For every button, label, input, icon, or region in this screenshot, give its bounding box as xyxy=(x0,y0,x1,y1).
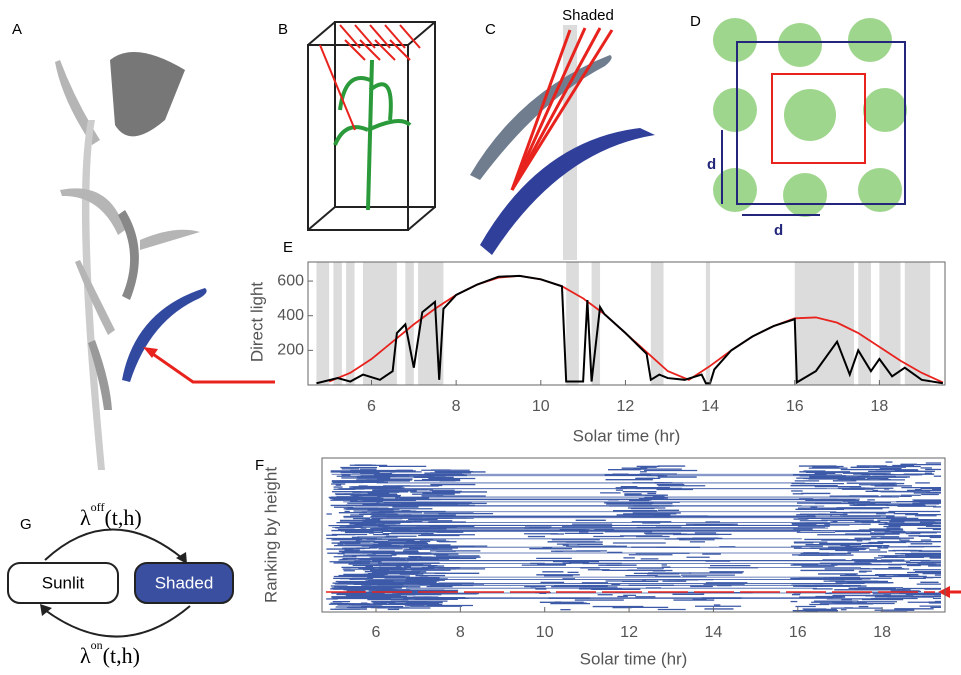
rate-label: λoff(t,h) xyxy=(80,500,142,530)
x-tick-label: 12 xyxy=(620,624,638,641)
x-tick-label: 8 xyxy=(452,398,461,415)
shade-band xyxy=(705,262,711,385)
panel-label: C xyxy=(485,21,496,38)
x-tick-label: 8 xyxy=(456,624,465,641)
shade-band xyxy=(346,262,355,385)
annotation: Shaded xyxy=(562,7,614,24)
arrow-head xyxy=(40,604,52,616)
x-tick-label: 6 xyxy=(372,624,381,641)
data-line xyxy=(316,274,944,385)
rate-label: λon(t,h) xyxy=(80,638,140,668)
panel-label: B xyxy=(278,21,288,38)
leaf-c-upper xyxy=(470,55,612,180)
y-axis-label: Ranking by height xyxy=(261,467,280,603)
x-tick-label: 16 xyxy=(786,398,804,415)
state-label: Sunlit xyxy=(42,573,85,592)
plant-b xyxy=(333,59,412,211)
x-tick-label: 6 xyxy=(367,398,376,415)
shade-band xyxy=(904,262,931,385)
x-tick-label: 14 xyxy=(705,624,723,641)
y-axis-label: Direct light xyxy=(247,282,266,363)
x-tick-label: 16 xyxy=(789,624,807,641)
x-tick-label: 10 xyxy=(532,398,550,415)
shade-band xyxy=(363,262,397,385)
leaf-c-lower xyxy=(480,128,655,255)
shade-band xyxy=(405,262,414,385)
rays-c xyxy=(510,27,614,191)
x-tick-label: 14 xyxy=(701,398,719,415)
raster xyxy=(326,461,941,613)
y-tick-label: 600 xyxy=(277,272,304,289)
panel-label: F xyxy=(255,457,264,474)
arrow-head xyxy=(938,586,950,598)
transition-arrow xyxy=(44,605,191,638)
x-tick-label: 18 xyxy=(870,398,888,415)
arrow-head xyxy=(143,347,158,358)
shade-band xyxy=(566,262,579,385)
plot-frame xyxy=(307,261,946,386)
x-tick-label: 18 xyxy=(873,624,891,641)
d-label: d xyxy=(707,156,716,173)
d-arrows xyxy=(721,130,820,216)
panel-label: A xyxy=(12,21,22,38)
rays-b xyxy=(319,24,421,131)
d-label: d xyxy=(774,222,783,239)
panel-label: G xyxy=(20,516,32,533)
state-box xyxy=(7,562,119,604)
y-tick-label: 200 xyxy=(277,342,304,359)
inner-square xyxy=(771,73,866,164)
canopy-d xyxy=(713,18,907,217)
x-axis-label: Solar time (hr) xyxy=(573,426,681,445)
x-tick-label: 10 xyxy=(536,624,554,641)
shade-band xyxy=(879,262,901,385)
shade-band xyxy=(316,262,330,385)
shade-band xyxy=(591,262,601,385)
plant-a xyxy=(55,52,207,470)
arrow-head xyxy=(176,552,187,564)
x-tick-label: 12 xyxy=(617,398,635,415)
shade-band xyxy=(650,262,664,385)
y-tick-label: 400 xyxy=(277,307,304,324)
shade-band xyxy=(794,262,854,385)
transition-arrow xyxy=(44,528,183,561)
state-box xyxy=(134,562,234,604)
pointer-arrow xyxy=(149,350,275,384)
state-label: Shaded xyxy=(155,573,214,592)
charts: 200 400 600 6 8 10 12 14 16 18 Solar time (hr) Dire… xyxy=(247,261,946,668)
plot-frame xyxy=(321,457,946,613)
shade-band xyxy=(333,262,342,385)
panel-label: D xyxy=(690,13,701,30)
panel-label: E xyxy=(283,239,293,256)
outer-square xyxy=(736,41,906,205)
x-axis-label: Solar time (hr) xyxy=(580,649,688,668)
